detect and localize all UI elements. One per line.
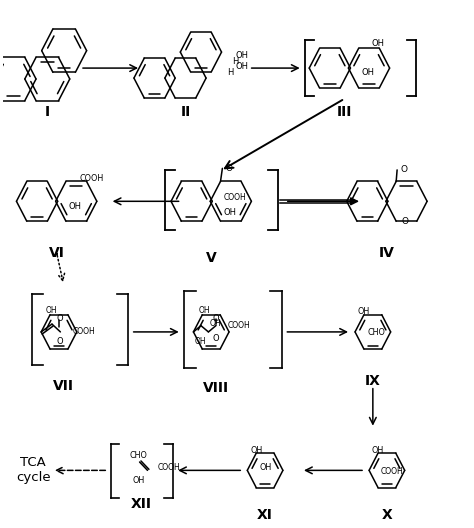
Text: TCA
cycle: TCA cycle	[16, 456, 51, 484]
Text: I: I	[45, 106, 50, 119]
Text: V: V	[206, 251, 217, 265]
Text: OH: OH	[362, 68, 374, 77]
Text: H: H	[232, 56, 238, 65]
Text: CHO: CHO	[367, 328, 385, 337]
Text: OH: OH	[195, 337, 207, 346]
Text: O: O	[56, 314, 63, 323]
Text: OH: OH	[236, 51, 249, 60]
Text: XI: XI	[257, 508, 273, 522]
Text: OH: OH	[250, 446, 262, 455]
Text: VI: VI	[49, 246, 64, 260]
Text: OH: OH	[133, 476, 145, 485]
Text: OH: OH	[372, 446, 384, 455]
Text: OH: OH	[372, 40, 385, 49]
Text: III: III	[337, 106, 353, 119]
Text: O: O	[402, 216, 409, 225]
Text: O: O	[56, 337, 63, 346]
Text: O: O	[401, 165, 408, 174]
Text: OH: OH	[69, 202, 82, 211]
Text: OH: OH	[236, 62, 249, 71]
Text: X: X	[382, 508, 392, 522]
Text: OH: OH	[198, 306, 210, 315]
Text: O: O	[213, 314, 219, 323]
Text: IV: IV	[379, 246, 395, 260]
Text: II: II	[180, 106, 191, 119]
Text: IX: IX	[365, 373, 381, 388]
Text: COOH: COOH	[73, 327, 95, 336]
Text: COOH: COOH	[381, 467, 403, 476]
Text: COOH: COOH	[228, 321, 250, 330]
Text: CHO: CHO	[130, 451, 147, 460]
Text: OH: OH	[223, 209, 237, 218]
Text: OH: OH	[358, 307, 370, 316]
Text: O: O	[213, 334, 219, 343]
Text: OH: OH	[210, 319, 221, 328]
Text: O: O	[225, 164, 232, 173]
Text: COOH: COOH	[223, 193, 246, 202]
Text: COOH: COOH	[157, 463, 180, 472]
Text: H: H	[227, 68, 234, 77]
Text: XII: XII	[130, 497, 152, 511]
Text: OH: OH	[46, 306, 57, 315]
Text: COOH: COOH	[79, 174, 103, 183]
Text: VIII: VIII	[203, 381, 229, 395]
Text: OH: OH	[259, 463, 271, 472]
Text: VII: VII	[53, 379, 74, 393]
